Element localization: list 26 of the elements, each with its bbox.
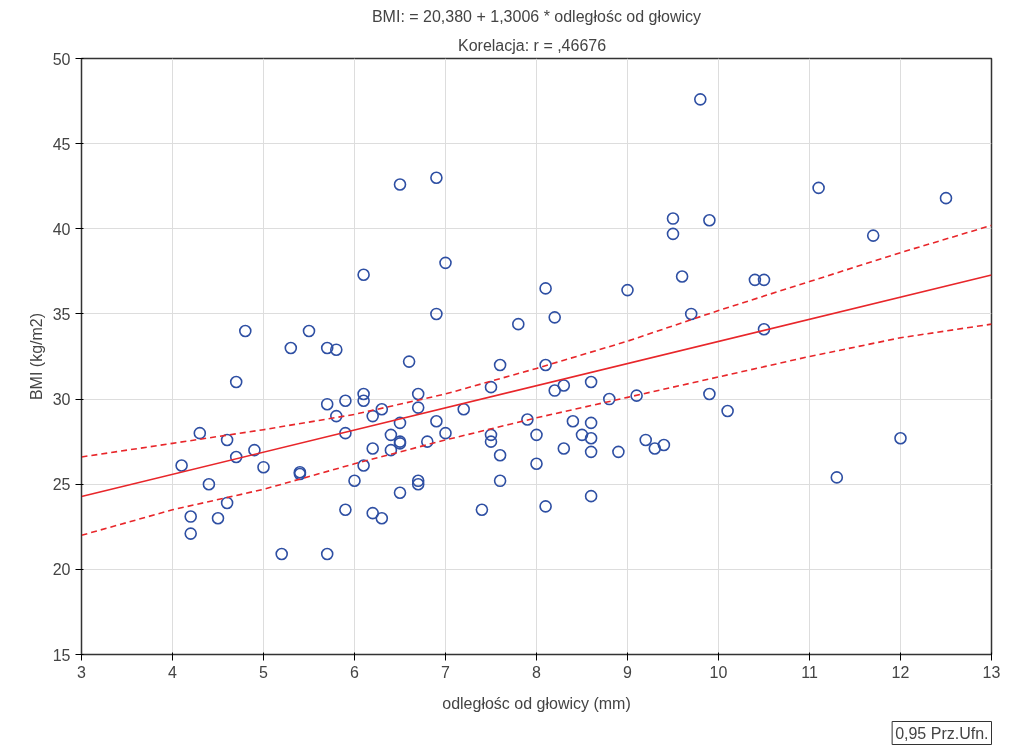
y-tick-label: 30 xyxy=(52,391,71,409)
y-tick-label: 15 xyxy=(52,646,71,664)
x-tick-label: 12 xyxy=(891,663,910,681)
y-tick-label: 50 xyxy=(52,50,71,68)
line-series xyxy=(81,323,992,537)
x-tick-label: 8 xyxy=(532,663,542,681)
y-tick-label: 25 xyxy=(52,476,71,494)
line-series xyxy=(81,224,992,458)
y-tick-label: 45 xyxy=(52,135,71,153)
x-tick-label: 6 xyxy=(350,663,360,681)
x-tick-label: 11 xyxy=(801,663,818,681)
chart-subtitle: Korelacja: r = ,46676 xyxy=(458,36,607,54)
y-tick-label: 20 xyxy=(52,561,71,579)
x-tick-label: 13 xyxy=(982,663,1001,681)
x-tick-label: 9 xyxy=(623,663,633,681)
y-axis-title: BMI (kg/m2) xyxy=(27,312,45,401)
x-axis-title: odległośc od głowicy (mm) xyxy=(442,694,631,712)
x-tick-label: 3 xyxy=(77,663,87,681)
x-tick-label: 7 xyxy=(441,663,451,681)
chart-title: BMI: = 20,380 + 1,3006 * odległośc od głowicy xyxy=(371,7,702,25)
x-tick-label: 10 xyxy=(709,663,728,681)
y-tick-label: 40 xyxy=(52,220,71,238)
x-tick-label: 5 xyxy=(259,663,269,681)
text: 0,95 Prz.Ufn. xyxy=(895,724,989,742)
y-tick-label: 35 xyxy=(52,305,71,323)
x-tick-label: 4 xyxy=(168,663,178,681)
